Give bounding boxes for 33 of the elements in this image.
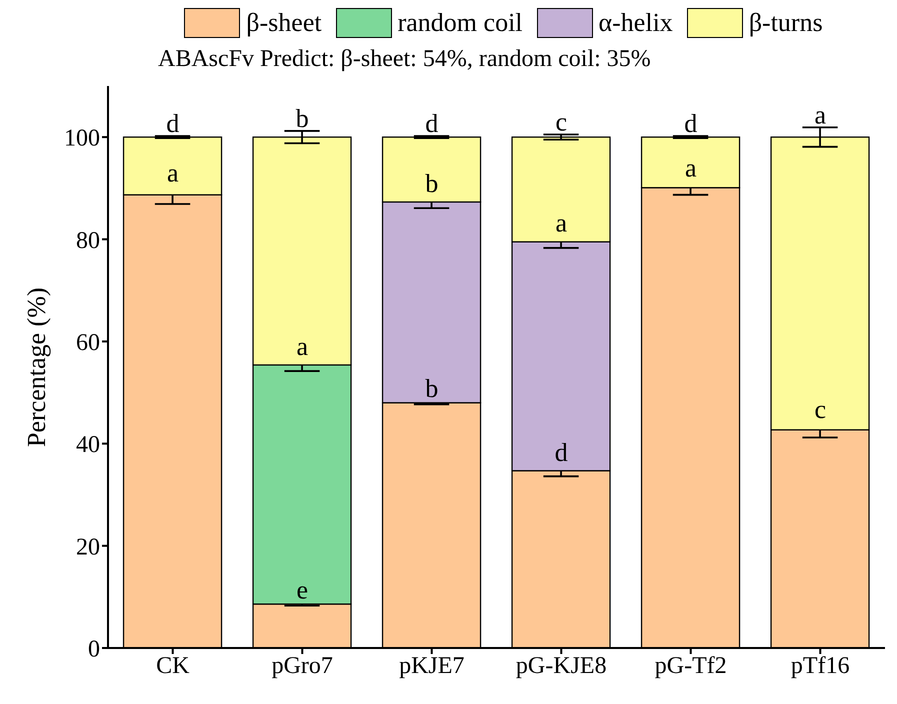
x-tick-label: pGro7 bbox=[272, 653, 333, 680]
y-tick-label: 60 bbox=[76, 330, 100, 356]
annotation: a bbox=[296, 332, 308, 361]
y-tick-label: 0 bbox=[88, 636, 100, 663]
x-tick-label: CK bbox=[156, 653, 190, 680]
y-axis-title: Percentage (%) bbox=[22, 287, 52, 447]
x-tick-label: pG-KJE8 bbox=[516, 653, 607, 680]
annotation: c bbox=[814, 395, 826, 424]
x-tick-label: pG-Tf2 bbox=[654, 653, 727, 680]
annotation: d bbox=[554, 438, 568, 468]
annotation: b bbox=[296, 104, 309, 133]
y-tick-label: 40 bbox=[76, 432, 100, 458]
annotation: e bbox=[296, 576, 308, 605]
x-tick-label: pTf16 bbox=[790, 653, 850, 680]
annotation: d bbox=[166, 109, 180, 138]
annotation: a bbox=[166, 158, 179, 188]
y-tick-label: 80 bbox=[76, 228, 100, 254]
legend-label: β-turns bbox=[748, 8, 823, 38]
annotation: b bbox=[425, 168, 438, 198]
annotation: d bbox=[684, 109, 698, 138]
x-tick-label: pKJE7 bbox=[399, 653, 464, 680]
legend-label: random coil bbox=[398, 8, 523, 38]
annotation: d bbox=[425, 109, 438, 138]
annotation: c bbox=[555, 108, 568, 137]
chart-subtitle: ABAscFv Predict: β-sheet: 54%, random coil: 35% bbox=[157, 46, 652, 73]
legend-label: α-helix bbox=[598, 8, 673, 38]
annotation: a bbox=[814, 100, 826, 130]
annotation: a bbox=[684, 154, 697, 183]
legend-label: β-sheet bbox=[246, 8, 322, 38]
y-tick-label: 20 bbox=[76, 534, 100, 560]
y-tick-label: 100 bbox=[64, 126, 100, 152]
annotation: b bbox=[425, 374, 438, 404]
annotation: a bbox=[555, 208, 568, 238]
